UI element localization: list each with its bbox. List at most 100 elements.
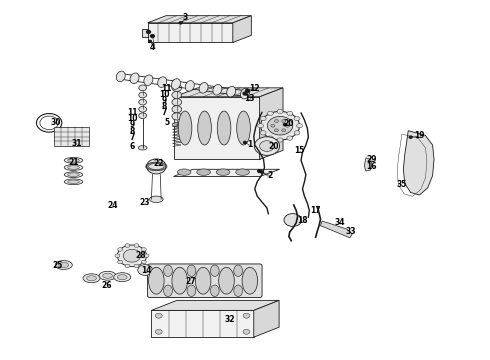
Polygon shape — [151, 310, 254, 337]
Ellipse shape — [68, 166, 79, 169]
Text: 2: 2 — [268, 171, 273, 180]
Polygon shape — [151, 300, 279, 310]
Text: 25: 25 — [52, 261, 63, 270]
Circle shape — [243, 92, 247, 95]
Polygon shape — [233, 16, 251, 42]
Text: 32: 32 — [224, 315, 235, 324]
Ellipse shape — [99, 271, 116, 280]
Ellipse shape — [149, 196, 163, 203]
Circle shape — [282, 120, 286, 122]
Polygon shape — [147, 23, 233, 42]
Circle shape — [260, 141, 274, 152]
Circle shape — [123, 249, 141, 262]
Text: 11: 11 — [161, 84, 171, 93]
Circle shape — [244, 141, 246, 144]
Circle shape — [134, 264, 139, 268]
Circle shape — [150, 35, 154, 37]
Ellipse shape — [87, 276, 97, 281]
Circle shape — [172, 91, 182, 99]
Circle shape — [134, 244, 139, 247]
Ellipse shape — [164, 285, 172, 296]
Text: 9: 9 — [162, 96, 167, 105]
Circle shape — [155, 313, 162, 318]
Circle shape — [284, 123, 287, 126]
Circle shape — [179, 22, 182, 24]
Circle shape — [139, 85, 147, 91]
Text: 30: 30 — [50, 118, 61, 127]
Circle shape — [268, 136, 273, 140]
Circle shape — [139, 92, 147, 98]
Text: 26: 26 — [101, 281, 111, 290]
Text: 5: 5 — [165, 118, 170, 127]
Ellipse shape — [197, 169, 210, 175]
Text: 10: 10 — [127, 114, 137, 123]
Ellipse shape — [210, 265, 219, 276]
Text: 35: 35 — [397, 180, 407, 189]
Text: 11: 11 — [127, 108, 137, 117]
Circle shape — [245, 89, 249, 92]
Circle shape — [125, 244, 130, 247]
Text: 15: 15 — [294, 146, 305, 155]
Circle shape — [282, 129, 286, 132]
Ellipse shape — [241, 88, 249, 99]
Circle shape — [243, 329, 250, 334]
Ellipse shape — [164, 265, 172, 276]
Ellipse shape — [227, 86, 236, 97]
Ellipse shape — [237, 111, 250, 145]
Text: 29: 29 — [367, 155, 377, 164]
Ellipse shape — [177, 169, 191, 175]
Text: 27: 27 — [185, 277, 196, 286]
Polygon shape — [174, 97, 260, 159]
Ellipse shape — [217, 111, 231, 145]
Text: 31: 31 — [72, 139, 82, 148]
Circle shape — [261, 111, 299, 140]
Text: 21: 21 — [68, 158, 79, 167]
Text: 8: 8 — [129, 127, 135, 136]
Ellipse shape — [64, 172, 83, 177]
Text: 17: 17 — [310, 206, 321, 215]
Circle shape — [172, 113, 182, 120]
Circle shape — [148, 40, 151, 42]
Ellipse shape — [64, 165, 83, 170]
Text: 16: 16 — [367, 162, 377, 171]
Polygon shape — [147, 16, 251, 23]
Circle shape — [117, 245, 147, 266]
Circle shape — [147, 31, 150, 33]
Circle shape — [172, 84, 182, 91]
Ellipse shape — [83, 274, 100, 283]
Text: 3: 3 — [183, 13, 188, 22]
Circle shape — [258, 170, 262, 172]
Ellipse shape — [172, 267, 188, 294]
Circle shape — [261, 171, 264, 173]
Circle shape — [118, 260, 122, 264]
Text: 4: 4 — [150, 43, 155, 52]
Polygon shape — [174, 88, 283, 97]
Polygon shape — [173, 169, 280, 176]
Text: 23: 23 — [140, 198, 150, 207]
Circle shape — [141, 260, 146, 264]
Ellipse shape — [198, 111, 211, 145]
Ellipse shape — [130, 73, 139, 84]
Circle shape — [139, 113, 147, 118]
Circle shape — [138, 265, 152, 275]
Ellipse shape — [172, 79, 180, 89]
Ellipse shape — [185, 81, 194, 91]
Text: 20: 20 — [284, 119, 294, 128]
Text: 19: 19 — [414, 131, 425, 140]
Ellipse shape — [116, 71, 125, 82]
Text: 20: 20 — [268, 141, 278, 150]
Bar — [54, 127, 89, 146]
Circle shape — [141, 248, 146, 251]
Circle shape — [172, 106, 182, 113]
Ellipse shape — [196, 267, 211, 294]
Circle shape — [294, 131, 300, 135]
Ellipse shape — [216, 169, 230, 175]
Ellipse shape — [148, 267, 164, 294]
Circle shape — [286, 124, 289, 127]
Ellipse shape — [158, 77, 167, 87]
Ellipse shape — [187, 285, 196, 296]
Circle shape — [287, 136, 293, 140]
Ellipse shape — [210, 285, 219, 296]
Text: 34: 34 — [335, 218, 345, 227]
Polygon shape — [365, 158, 372, 171]
